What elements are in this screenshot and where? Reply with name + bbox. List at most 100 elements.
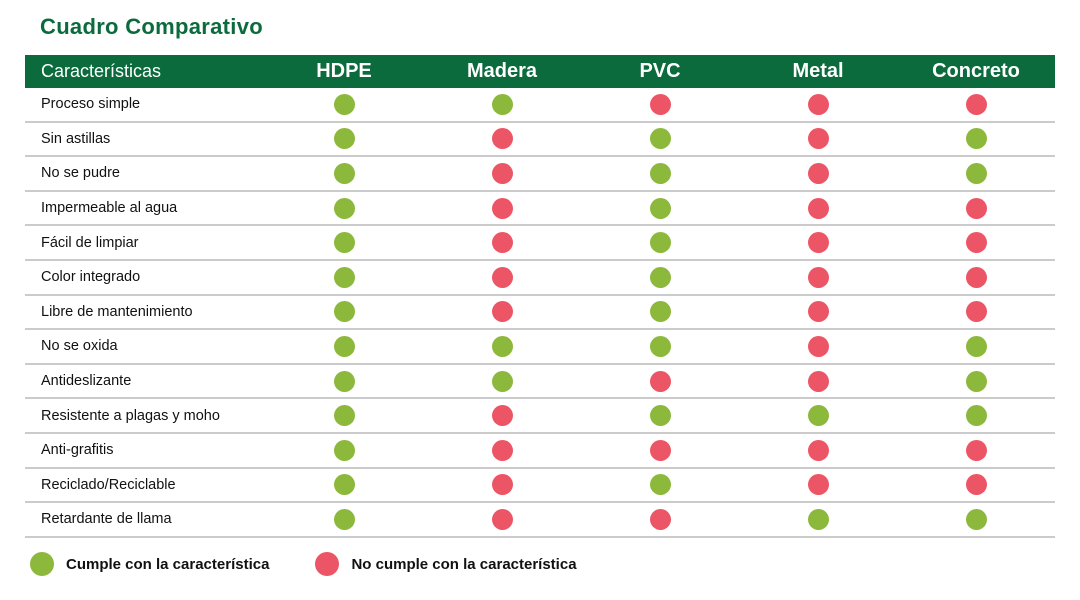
row-label: Fácil de limpiar xyxy=(41,234,139,251)
yes-dot-icon xyxy=(649,405,671,427)
status-cell xyxy=(739,335,897,357)
status-cell xyxy=(423,301,581,323)
no-dot-icon xyxy=(807,162,829,184)
status-cell xyxy=(423,405,581,427)
table-row: No se pudre xyxy=(25,157,1055,192)
status-cell xyxy=(581,197,739,219)
status-cell xyxy=(423,474,581,496)
status-cell xyxy=(265,439,423,461)
status-cell xyxy=(739,370,897,392)
table-row: No se oxida xyxy=(25,330,1055,365)
status-cell xyxy=(739,93,897,115)
yes-dot-icon xyxy=(965,370,987,392)
no-dot-icon xyxy=(491,197,513,219)
status-cell xyxy=(423,439,581,461)
row-label: Color integrado xyxy=(41,269,141,286)
no-dot-icon xyxy=(807,266,829,288)
status-cell xyxy=(581,405,739,427)
yes-dot-icon xyxy=(333,128,355,150)
status-cell xyxy=(739,232,897,254)
no-dot-icon xyxy=(807,370,829,392)
yes-dot-icon xyxy=(333,335,355,357)
yes-dot-icon xyxy=(333,508,355,530)
status-cell xyxy=(265,232,423,254)
no-dot-icon xyxy=(965,301,987,323)
yes-dot-icon xyxy=(333,370,355,392)
status-cell xyxy=(739,197,897,219)
yes-dot-icon xyxy=(491,335,513,357)
status-cell xyxy=(897,370,1055,392)
column-header-madera: Madera xyxy=(466,60,538,82)
column-header-hdpe: HDPE xyxy=(316,60,372,82)
yes-dot-icon xyxy=(965,508,987,530)
status-cell xyxy=(739,439,897,461)
table-row: Reciclado/Reciclable xyxy=(25,469,1055,504)
status-cell xyxy=(423,128,581,150)
status-cell xyxy=(423,266,581,288)
status-cell xyxy=(265,128,423,150)
row-label: Proceso simple xyxy=(41,96,141,113)
no-dot-icon xyxy=(965,232,987,254)
row-label: Retardante de llama xyxy=(41,511,172,528)
no-dot-icon xyxy=(965,197,987,219)
page-title: Cuadro Comparativo xyxy=(40,14,263,39)
status-cell xyxy=(581,439,739,461)
yes-dot-icon xyxy=(333,232,355,254)
comparison-table: Características HDPE Madera PVC Metal Co… xyxy=(25,55,1055,538)
table-header-row: Características HDPE Madera PVC Metal Co… xyxy=(25,55,1055,88)
legend-no-label: No cumple con la característica xyxy=(351,555,577,573)
table-row: Resistente a plagas y moho xyxy=(25,399,1055,434)
no-dot-icon xyxy=(965,439,987,461)
legend: Cumple con la característica No cumple c… xyxy=(30,552,577,576)
status-cell xyxy=(739,301,897,323)
status-cell xyxy=(739,162,897,184)
yes-dot-icon xyxy=(333,162,355,184)
no-dot-icon xyxy=(965,93,987,115)
yes-dot-icon xyxy=(333,474,355,496)
status-cell xyxy=(265,301,423,323)
yes-dot-icon xyxy=(649,197,671,219)
yes-dot-icon xyxy=(649,301,671,323)
yes-dot-icon xyxy=(333,266,355,288)
status-cell xyxy=(739,508,897,530)
yes-dot-icon xyxy=(649,128,671,150)
no-dot-icon xyxy=(491,405,513,427)
table-row: Anti-grafitis xyxy=(25,434,1055,469)
legend-yes-label: Cumple con la característica xyxy=(66,555,270,573)
yes-dot-icon xyxy=(649,162,671,184)
no-dot-icon xyxy=(807,197,829,219)
status-cell xyxy=(265,266,423,288)
yes-dot-icon xyxy=(491,370,513,392)
status-cell xyxy=(897,405,1055,427)
no-dot-icon xyxy=(807,301,829,323)
status-cell xyxy=(897,439,1055,461)
status-cell xyxy=(739,405,897,427)
row-label: Antideslizante xyxy=(41,373,132,390)
yes-dot-icon xyxy=(30,552,54,576)
status-cell xyxy=(897,197,1055,219)
yes-dot-icon xyxy=(965,162,987,184)
yes-dot-icon xyxy=(965,128,987,150)
no-dot-icon xyxy=(649,439,671,461)
status-cell xyxy=(897,474,1055,496)
column-header-metal: Metal xyxy=(792,60,844,82)
yes-dot-icon xyxy=(807,405,829,427)
status-cell xyxy=(897,508,1055,530)
row-label: Sin astillas xyxy=(41,130,111,147)
no-dot-icon xyxy=(491,508,513,530)
table-row: Color integrado xyxy=(25,261,1055,296)
no-dot-icon xyxy=(807,474,829,496)
no-dot-icon xyxy=(649,93,671,115)
yes-dot-icon xyxy=(649,474,671,496)
status-cell xyxy=(897,128,1055,150)
status-cell xyxy=(423,370,581,392)
status-cell xyxy=(581,232,739,254)
yes-dot-icon xyxy=(807,508,829,530)
no-dot-icon xyxy=(491,266,513,288)
status-cell xyxy=(423,232,581,254)
status-cell xyxy=(423,335,581,357)
row-label: Reciclado/Reciclable xyxy=(41,476,176,493)
status-cell xyxy=(897,266,1055,288)
no-dot-icon xyxy=(491,301,513,323)
